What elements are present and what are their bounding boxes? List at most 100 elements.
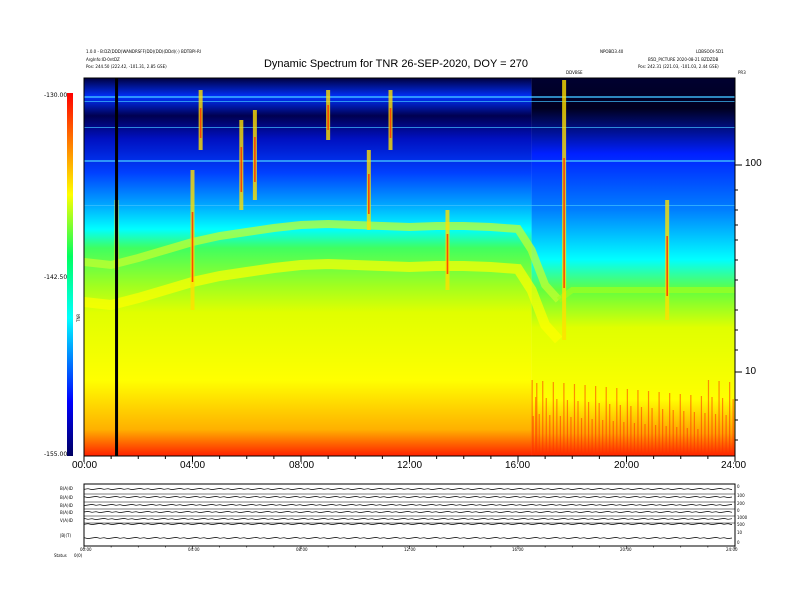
panel-trace-3 [83, 511, 733, 513]
base-streak-55 [725, 415, 727, 456]
burst-core-3 [240, 147, 243, 192]
header-left-line3: Pos: 244.50 (222.42, -101.31, 2.85 GSE) [86, 64, 167, 69]
y-right-tick-10: 10 [745, 366, 757, 377]
y-right-tick-100: 100 [745, 158, 762, 169]
base-streak-30 [637, 390, 639, 456]
base-streak-28 [630, 406, 632, 456]
horizontal-streak-1 [84, 101, 735, 102]
panel-trace-1 [83, 496, 733, 498]
panel-footer-value: 0(0) [74, 553, 83, 558]
base-streak-16 [587, 402, 590, 456]
panel-trace-2 [83, 504, 733, 507]
horizontal-streak-3 [84, 160, 735, 162]
burst-core-7 [563, 158, 565, 288]
spectrum-background-late [531, 78, 735, 456]
base-streak-49 [704, 413, 706, 456]
base-streak-7 [556, 399, 558, 456]
horizontal-streak-2 [84, 127, 735, 128]
panel-label-5: V(A)ID [60, 518, 73, 523]
panel-right-0: 0 [737, 484, 740, 489]
burst-core-4 [254, 137, 256, 182]
base-streak-41 [676, 427, 678, 456]
base-streak-12 [573, 384, 576, 456]
x-tick-4: 16:00 [505, 460, 531, 471]
vertical-marker [115, 78, 119, 456]
panel-x-tick-4: 16:00 [512, 547, 524, 552]
base-streak-39 [669, 393, 671, 456]
base-streak-6 [552, 382, 554, 456]
late-band [556, 287, 735, 303]
base-streak-27 [626, 389, 628, 456]
x-tick-6: 24:00 [721, 460, 747, 471]
base-streak-38 [665, 426, 667, 456]
base-streak-33 [647, 391, 650, 456]
base-streak-45 [690, 395, 692, 456]
header-left-line1: 1.0.0 - B:DZ(DDD)WANDRSFF(DD)(DD)(DDd)(·… [86, 49, 201, 54]
base-streak-13 [577, 401, 579, 456]
base-streak-21 [605, 387, 607, 456]
base-streak-22 [609, 404, 611, 456]
panel-x-tick-5: 20:00 [620, 547, 632, 552]
base-streak-4 [545, 398, 547, 456]
panel-x-tick-1: 04:00 [188, 547, 200, 552]
base-streak-26 [623, 422, 625, 456]
horizontal-streak-0 [84, 96, 735, 98]
panel-label-1: B(A)ID [60, 486, 73, 491]
panel-x-tick-0: 00:00 [80, 547, 92, 552]
panel-label-3: B(A)ID [60, 503, 73, 508]
panel-right-2: 200 [737, 501, 745, 506]
base-streak-43 [683, 411, 685, 456]
base-streak-29 [633, 423, 636, 456]
base-streak-57 [732, 399, 734, 456]
burst-core-10 [389, 108, 392, 138]
colorbar-tick-top: -130.00 [44, 92, 68, 99]
marker-label: DDVBSE [566, 70, 583, 75]
base-streak-25 [619, 405, 621, 456]
horizontal-streak-4 [84, 205, 735, 206]
base-streak-44 [686, 428, 688, 456]
header-right-line1: NPOBD3.40 [600, 49, 624, 54]
colorbar-label: TNR [76, 313, 81, 322]
panel-trace-4 [83, 517, 733, 520]
panel-trace-6 [83, 537, 733, 539]
base-streak-8 [559, 416, 561, 456]
x-tick-1: 04:00 [180, 460, 206, 471]
base-streak-36 [658, 392, 660, 456]
burst-core-1 [191, 212, 194, 282]
base-streak-40 [672, 410, 674, 456]
base-streak-0 [531, 380, 533, 456]
base-streak-14 [580, 418, 583, 456]
base-streak-2 [538, 414, 540, 456]
emission-band-upper [83, 219, 562, 303]
panel-label-2: B(A)ID [60, 495, 73, 500]
panel-x-tick-6: 24:00 [726, 547, 738, 552]
base-streak-9 [563, 383, 565, 456]
base-streak-50 [707, 380, 710, 456]
base-streak-17 [591, 419, 593, 456]
base-streak-56 [729, 382, 731, 456]
base-streak-58 [532, 416, 534, 456]
base-streak-18 [595, 386, 597, 456]
base-streak-47 [697, 429, 699, 456]
x-tick-3: 12:00 [397, 460, 423, 471]
colorbar-tick-bottom: -155.00 [44, 451, 68, 458]
colorbar-tick-mid: -142.50 [44, 274, 68, 281]
base-streak-52 [714, 414, 717, 456]
panel-right-3: 0 [737, 508, 740, 513]
base-streak-10 [566, 400, 569, 456]
base-streak-1 [535, 397, 537, 456]
burst-core-6 [446, 234, 449, 274]
chart-title: Dynamic Spectrum for TNR 26-SEP-2020, DO… [263, 58, 528, 70]
base-streak-15 [584, 385, 586, 456]
burst-core-8 [666, 236, 668, 296]
base-streak-20 [602, 420, 604, 456]
panel-right-6: 10 [737, 530, 743, 535]
base-streak-24 [616, 388, 618, 456]
panel-label-6: |B|(T) [60, 533, 72, 538]
panel-label-4: B(A)ID [60, 510, 73, 515]
base-streak-42 [679, 394, 681, 456]
base-streak-48 [700, 396, 703, 456]
panel-right-1: 100 [737, 493, 745, 498]
base-streak-19 [598, 403, 600, 456]
